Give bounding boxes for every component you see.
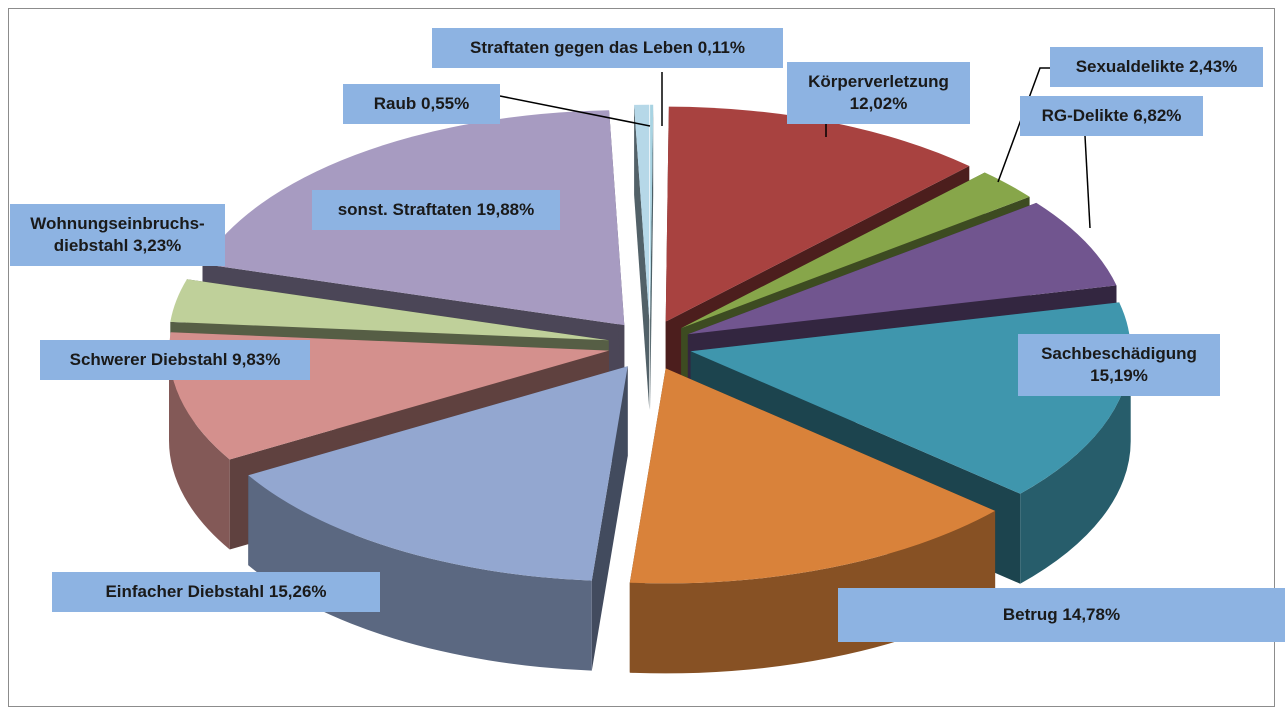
leader-line — [499, 95, 651, 127]
slice-wall — [169, 350, 230, 550]
label-category: Betrug — [1002, 605, 1058, 624]
slice-side — [650, 104, 654, 410]
label-category: Wohnungseinbruchs-diebstahl — [30, 214, 205, 255]
slice — [665, 106, 970, 322]
label-value: 9,83% — [232, 350, 281, 369]
data-label: Wohnungseinbruchs-diebstahl 3,23% — [10, 204, 225, 266]
label-value: 14,78% — [1062, 605, 1121, 624]
slice — [650, 104, 654, 320]
label-value: 19,88% — [476, 200, 535, 219]
label-value: 2,43% — [1189, 57, 1238, 76]
data-label: Körperverletzung 12,02% — [787, 62, 970, 124]
slice — [248, 366, 628, 581]
label-category: Körperverletzung — [808, 72, 949, 91]
label-category: Sachbeschädigung — [1041, 344, 1197, 363]
slice-wall — [248, 475, 592, 671]
data-label: Sachbeschädigung 15,19% — [1018, 334, 1220, 396]
label-category: Straftaten gegen das Leben — [470, 38, 693, 57]
label-category: Sexualdelikte — [1075, 57, 1185, 76]
data-label: Betrug 14,78% — [838, 588, 1285, 642]
label-value: 0,11% — [697, 38, 745, 57]
slice-side — [634, 104, 650, 410]
label-value: 0,55% — [421, 94, 470, 113]
slice-wall — [1020, 351, 1131, 584]
label-category: RG-Delikte — [1041, 106, 1129, 125]
slice — [629, 368, 996, 584]
slice — [170, 279, 609, 341]
label-value: 12,02% — [849, 94, 908, 113]
slice — [634, 104, 650, 320]
chart-frame — [8, 8, 1275, 707]
data-label: Straftaten gegen das Leben 0,11% — [432, 28, 783, 68]
data-label: Schwerer Diebstahl 9,83% — [40, 340, 310, 380]
label-category: Schwerer Diebstahl — [69, 350, 228, 369]
label-value: 15,19% — [1090, 366, 1148, 385]
label-value: 6,82% — [1133, 106, 1182, 125]
leader-line — [1084, 135, 1091, 229]
data-label: Einfacher Diebstahl 15,26% — [52, 572, 380, 612]
data-label: RG-Delikte 6,82% — [1020, 96, 1203, 136]
label-value: 3,23% — [133, 236, 182, 255]
slice — [681, 172, 1030, 329]
data-label: Sexualdelikte 2,43% — [1050, 47, 1263, 87]
leader-line — [997, 67, 1050, 183]
data-label: sonst. Straftaten 19,88% — [312, 190, 560, 230]
label-category: Raub — [373, 94, 417, 113]
data-label: Raub 0,55% — [343, 84, 500, 124]
label-category: Einfacher Diebstahl — [105, 582, 265, 601]
slice — [687, 202, 1117, 335]
label-value: 15,26% — [268, 582, 327, 601]
label-category: sonst. Straftaten — [337, 200, 472, 219]
